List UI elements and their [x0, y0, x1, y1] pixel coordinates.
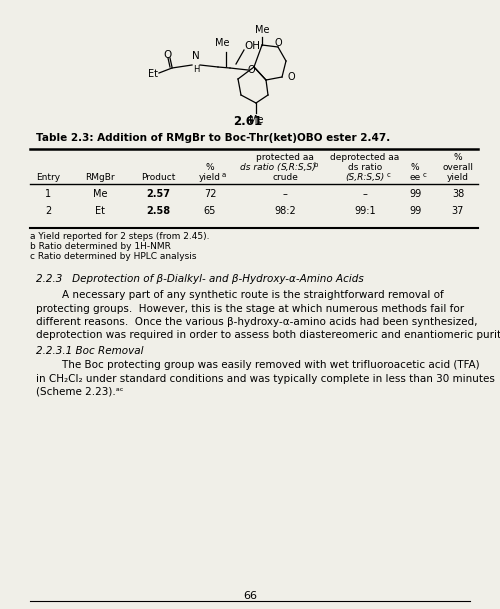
Text: 99:1: 99:1 — [354, 206, 376, 216]
Text: ee: ee — [410, 173, 420, 182]
Text: Et: Et — [95, 206, 105, 216]
Text: A necessary part of any synthetic route is the straightforward removal of: A necessary part of any synthetic route … — [36, 290, 444, 300]
Text: a Yield reported for 2 steps (from 2.45).: a Yield reported for 2 steps (from 2.45)… — [30, 232, 210, 241]
Text: Et: Et — [148, 69, 158, 79]
Text: crude: crude — [272, 173, 298, 182]
Text: different reasons.  Once the various β-hydroxy-α-amino acids had been synthesize: different reasons. Once the various β-hy… — [36, 317, 478, 327]
Text: Me: Me — [249, 115, 263, 125]
Text: 2.61: 2.61 — [234, 115, 262, 128]
Text: N: N — [192, 51, 200, 61]
Text: c: c — [387, 172, 391, 178]
Text: deprotection was required in order to assess both diastereomeric and enantiomeri: deprotection was required in order to as… — [36, 331, 500, 340]
Text: O: O — [164, 50, 172, 60]
Text: in CH₂Cl₂ under standard conditions and was typically complete in less than 30 m: in CH₂Cl₂ under standard conditions and … — [36, 373, 495, 384]
Text: (Scheme 2.23).ᵃᶜ: (Scheme 2.23).ᵃᶜ — [36, 387, 124, 397]
Text: S,R:S,S): S,R:S,S) — [281, 163, 317, 172]
Text: 2.58: 2.58 — [146, 206, 170, 216]
Text: 1: 1 — [45, 189, 51, 199]
Text: overall: overall — [442, 163, 474, 172]
Text: Product: Product — [141, 173, 175, 182]
Text: 99: 99 — [409, 206, 421, 216]
Text: 37: 37 — [452, 206, 464, 216]
Text: Me: Me — [215, 38, 229, 48]
Text: 65: 65 — [204, 206, 216, 216]
Text: c Ratio determined by HPLC analysis: c Ratio determined by HPLC analysis — [30, 252, 196, 261]
Text: yield: yield — [447, 173, 469, 182]
Text: Entry: Entry — [36, 173, 60, 182]
Text: b: b — [313, 162, 318, 168]
Text: b Ratio determined by 1H-NMR: b Ratio determined by 1H-NMR — [30, 242, 171, 251]
Text: OH: OH — [244, 41, 260, 51]
Text: 2: 2 — [45, 206, 51, 216]
Text: 2.2.3   Deprotection of β-Dialkyl- and β-Hydroxy-α-Amino Acids: 2.2.3 Deprotection of β-Dialkyl- and β-H… — [36, 274, 364, 284]
Text: ds ratio: ds ratio — [348, 163, 382, 172]
Text: yield: yield — [199, 173, 221, 182]
Text: H: H — [193, 65, 199, 74]
Text: –: – — [362, 189, 368, 199]
Text: %: % — [206, 163, 214, 172]
Text: a: a — [222, 172, 226, 178]
Text: 38: 38 — [452, 189, 464, 199]
Text: 2.2.3.1 Boc Removal: 2.2.3.1 Boc Removal — [36, 346, 144, 356]
Text: 72: 72 — [204, 189, 216, 199]
Text: 99: 99 — [409, 189, 421, 199]
Text: RMgBr: RMgBr — [85, 173, 115, 182]
Text: The Boc protecting group was easily removed with wet trifluoroacetic acid (TFA): The Boc protecting group was easily remo… — [36, 360, 480, 370]
Text: ds ratio (: ds ratio ( — [240, 163, 281, 172]
Text: Table 2.3: Addition of RMgBr to Boc-Thr(ket)OBO ester 2.47.: Table 2.3: Addition of RMgBr to Boc-Thr(… — [36, 133, 390, 143]
Text: O: O — [274, 38, 282, 48]
Text: 2.57: 2.57 — [146, 189, 170, 199]
Text: Me: Me — [255, 25, 269, 35]
Text: –: – — [282, 189, 288, 199]
Text: O: O — [248, 65, 256, 75]
Text: c: c — [423, 172, 427, 178]
Text: 66: 66 — [243, 591, 257, 601]
Text: protected aa: protected aa — [256, 153, 314, 162]
Text: %: % — [410, 163, 420, 172]
Text: deprotected aa: deprotected aa — [330, 153, 400, 162]
Text: (S,R:S,S): (S,R:S,S) — [346, 173, 385, 182]
Text: Me: Me — [93, 189, 107, 199]
Text: 98:2: 98:2 — [274, 206, 296, 216]
Text: protecting groups.  However, this is the stage at which numerous methods fail fo: protecting groups. However, this is the … — [36, 303, 464, 314]
Text: %: % — [454, 153, 462, 162]
Text: O: O — [288, 72, 296, 82]
